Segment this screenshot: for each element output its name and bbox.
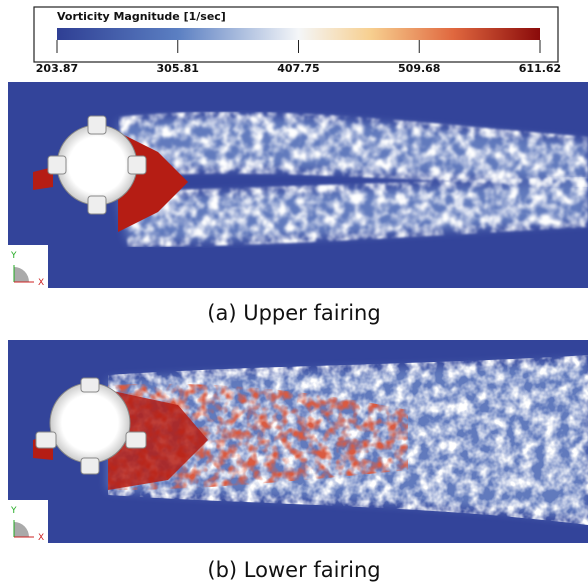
tick-label: 407.75 (277, 62, 319, 75)
tick-label: 305.81 (157, 62, 199, 75)
colorbar: Vorticity Magnitude [1/sec] 203.87 305.81… (33, 6, 561, 75)
axis-label: Y (10, 506, 17, 516)
panel-lower: Y X (8, 340, 588, 543)
tick-label: 203.87 (36, 62, 78, 75)
tick-label: 611.62 (519, 62, 561, 75)
colorbar-title: Vorticity Magnitude [1/sec] (57, 10, 226, 23)
colorbar-gradient (57, 28, 540, 40)
axis-label: X (38, 533, 44, 543)
axis-label: Y (10, 251, 17, 261)
axis-label: X (38, 278, 44, 288)
caption: (b) Lower fairing (207, 558, 381, 582)
caption: (a) Upper fairing (207, 301, 381, 325)
tick-label: 509.68 (398, 62, 440, 75)
panel-upper: Y X (8, 82, 588, 288)
